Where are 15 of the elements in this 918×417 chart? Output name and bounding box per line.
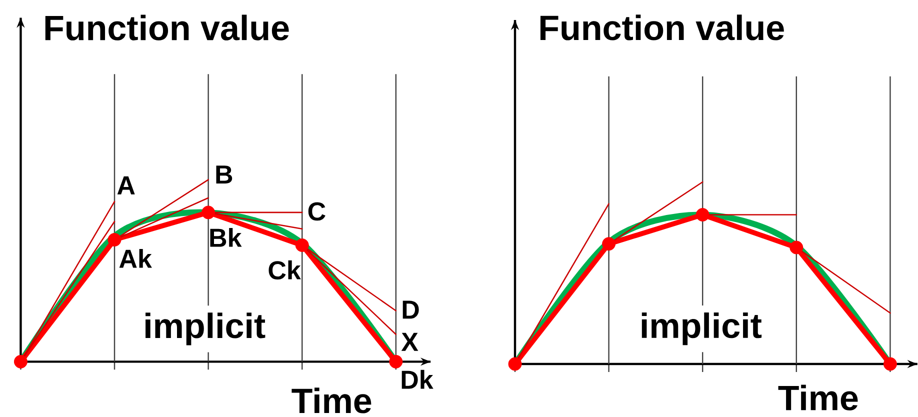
annotation: Bk: [210, 228, 242, 247]
annotation: Ak: [119, 248, 152, 268]
y-axis-title: Function value: [45, 14, 289, 40]
x-axis-title: Time: [778, 384, 858, 410]
annotation: implicit: [642, 312, 762, 346]
x-axis-title: Time: [292, 388, 372, 414]
annotation: B: [216, 166, 232, 184]
y-axis-title: Function value: [540, 14, 784, 40]
annotation: Ck: [268, 260, 301, 280]
text: Dk: [402, 370, 434, 389]
annotation: implicit: [146, 312, 266, 346]
annotation: X: [401, 332, 418, 351]
annotation: C: [308, 202, 326, 221]
annotation: D: [402, 300, 419, 319]
annotation: A: [117, 176, 135, 194]
